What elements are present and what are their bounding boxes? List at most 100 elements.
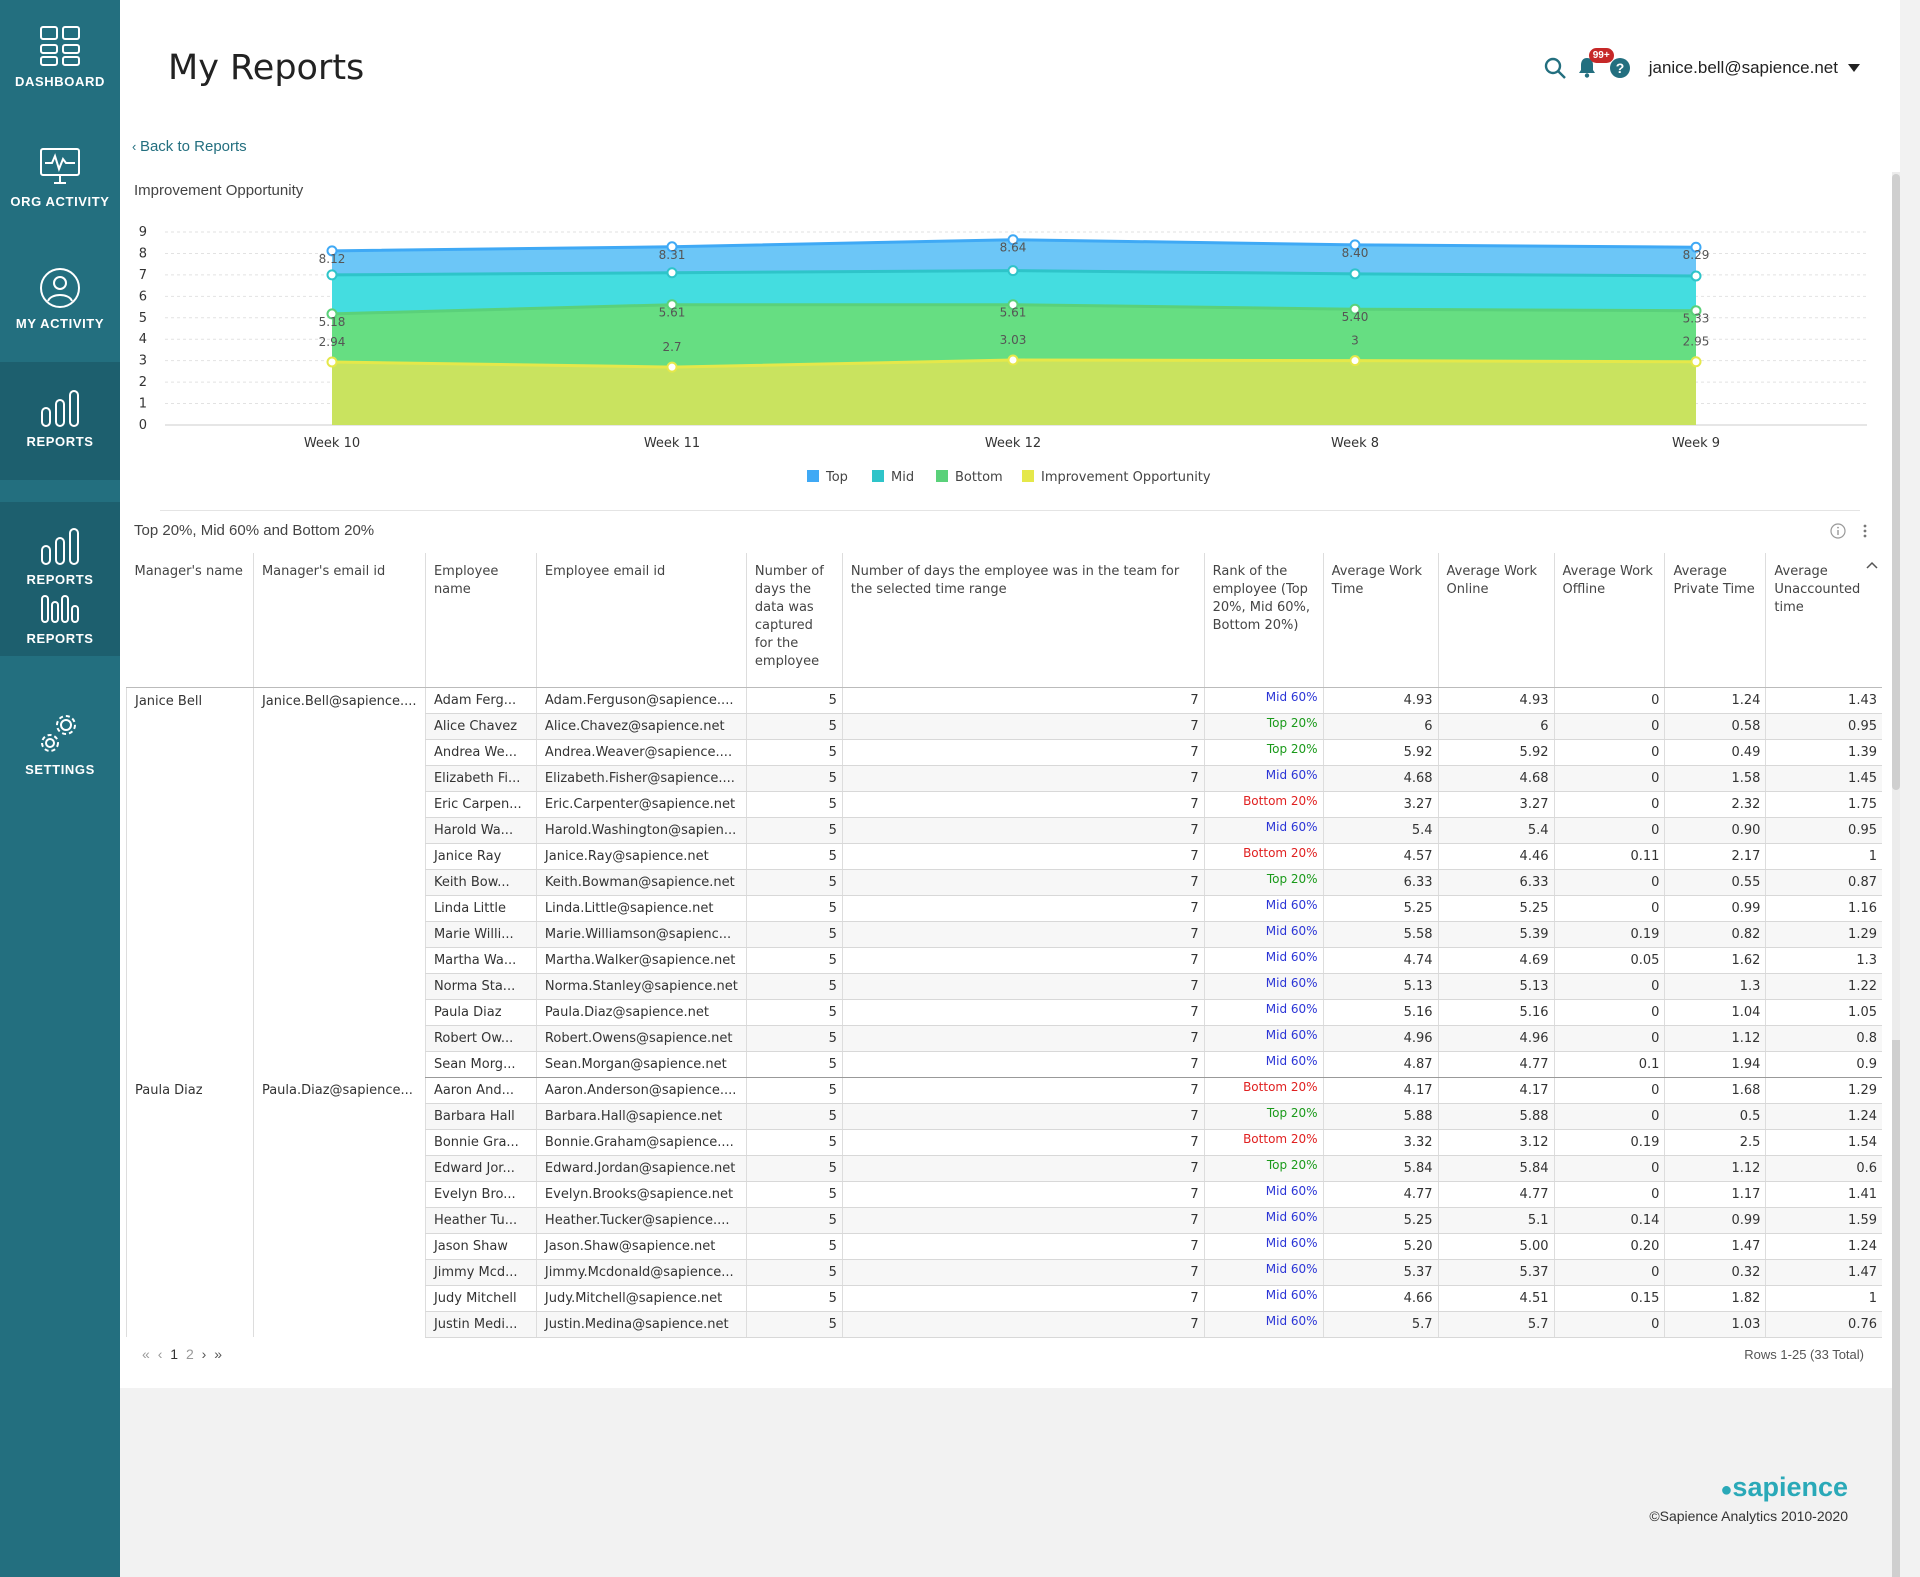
- col-days-in-team[interactable]: Number of days the employee was in the t…: [841, 553, 1205, 688]
- next-page-button[interactable]: ›: [201, 1346, 209, 1362]
- cell-rank: Top 20%: [1203, 869, 1324, 896]
- cell-days-captured: 5: [745, 791, 843, 818]
- table-row[interactable]: Janice Ray Janice.Ray@sapience.net 5 7 Botto…: [127, 843, 1882, 870]
- legend-item[interactable]: Mid: [872, 470, 914, 485]
- table-row[interactable]: Martha Wa... Martha.Walker@sapience.net 5 7…: [127, 947, 1882, 974]
- table-row[interactable]: Elizabeth Fi... Elizabeth.Fisher@sapience…: [127, 765, 1882, 792]
- rank-label: Mid 60%: [1265, 1184, 1318, 1198]
- notifications[interactable]: 99+: [1577, 48, 1614, 80]
- info-icon[interactable]: [1830, 523, 1846, 539]
- cell-avg-unaccounted-time: 1.24: [1765, 1103, 1882, 1130]
- cell-rank: Top 20%: [1203, 739, 1324, 766]
- data-point: [1349, 355, 1361, 367]
- cell-days-in-team: 7: [841, 713, 1205, 740]
- data-label: 3: [1351, 334, 1359, 348]
- nav-settings[interactable]: SETTINGS: [0, 712, 120, 808]
- table-row[interactable]: Eric Carpen... Eric.Carpenter@sapience.ne…: [127, 791, 1882, 818]
- legend-label: Mid: [891, 470, 914, 485]
- cell-avg-work-online: 4.93: [1437, 687, 1554, 714]
- page-scrollbar-thumb[interactable]: [1892, 174, 1900, 790]
- nav-my-activity[interactable]: MY ACTIVITY: [0, 266, 120, 362]
- cell-employee-name: Eric Carpen...: [424, 791, 537, 818]
- table-row[interactable]: Evelyn Bro... Evelyn.Brooks@sapience.net 5…: [127, 1181, 1882, 1208]
- legend-item[interactable]: Bottom: [936, 470, 1003, 485]
- page-scrollbar-lower[interactable]: [1892, 1040, 1900, 1577]
- col-avg-work-time[interactable]: Average Work Time: [1322, 553, 1439, 688]
- col-days-captured[interactable]: Number of days the data was captured for…: [745, 553, 843, 688]
- table-row[interactable]: Marie Willi... Marie.Williamson@sapienc..…: [127, 921, 1882, 948]
- table-row[interactable]: Andrea We... Andrea.Weaver@sapience.... 5 7…: [127, 739, 1882, 766]
- cell-employee-email: Harold.Washington@sapien...: [535, 817, 747, 844]
- table-row[interactable]: Justin Medi... Justin.Medina@sapience.net…: [127, 1311, 1882, 1338]
- y-tick-label: 6: [139, 289, 147, 304]
- col-avg-work-offline[interactable]: Average Work Offline: [1553, 553, 1665, 688]
- rank-label: Top 20%: [1266, 1158, 1318, 1172]
- cell-avg-work-offline: 0: [1553, 791, 1665, 818]
- cell-avg-work-time: 5.4: [1322, 817, 1439, 844]
- cell-employee-email: Elizabeth.Fisher@sapience....: [535, 765, 747, 792]
- table-row[interactable]: Jason Shaw Jason.Shaw@sapience.net 5 7 Mid 6…: [127, 1233, 1882, 1260]
- nav-org-activity[interactable]: ORG ACTIVITY: [0, 146, 120, 242]
- cell-days-captured: 5: [745, 1103, 843, 1130]
- col-manager-name[interactable]: Manager's name: [126, 553, 254, 688]
- nav-dashboard[interactable]: DASHBOARD: [0, 24, 120, 120]
- table-row[interactable]: Keith Bow... Keith.Bowman@sapience.net 5 7 T…: [127, 869, 1882, 896]
- data-point: [1349, 268, 1361, 280]
- cell-rank: Bottom 20%: [1203, 1077, 1324, 1104]
- col-employee-name[interactable]: Employee name: [424, 553, 537, 688]
- cell-avg-work-online: 5.1: [1437, 1207, 1554, 1234]
- caret-down-icon[interactable]: [1848, 63, 1860, 73]
- sort-up-icon[interactable]: [1866, 561, 1878, 569]
- cell-avg-private-time: 0.99: [1664, 1207, 1766, 1234]
- table-row[interactable]: Harold Wa... Harold.Washington@sapien... 5…: [127, 817, 1882, 844]
- col-manager-email[interactable]: Manager's email id: [252, 553, 426, 688]
- help-icon[interactable]: ?: [1609, 57, 1631, 79]
- table-row[interactable]: Edward Jor... Edward.Jordan@sapience.net 5…: [127, 1155, 1882, 1182]
- back-to-reports-link[interactable]: ‹ Back to Reports: [132, 138, 247, 155]
- page-2-button[interactable]: 2: [185, 1346, 196, 1362]
- col-avg-unaccounted-time[interactable]: Average Unaccounted time: [1765, 553, 1882, 688]
- table-row[interactable]: Janice Bell Janice.Bell@sapience.... Adam …: [126, 687, 1882, 1077]
- table-row[interactable]: Judy Mitchell Judy.Mitchell@sapience.net 5…: [127, 1285, 1882, 1312]
- legend-item[interactable]: Improvement Opportunity: [1022, 470, 1211, 485]
- more-options-icon[interactable]: [1862, 523, 1868, 539]
- table-row[interactable]: Barbara Hall Barbara.Hall@sapience.net 5 7 T…: [127, 1103, 1882, 1130]
- col-rank[interactable]: Rank of the employee (Top 20%, Mid 60%, …: [1203, 553, 1324, 688]
- report-table: Manager's name Manager's email id Employ…: [126, 553, 1882, 1338]
- table-row[interactable]: Paula Diaz Paula.Diaz@sapience.net 5 7 Mid 6…: [127, 999, 1882, 1026]
- cell-avg-work-time: 4.96: [1322, 1025, 1439, 1052]
- table-row[interactable]: Paula Diaz Paula.Diaz@sapience... Aaron An…: [126, 1077, 1882, 1337]
- table-row[interactable]: Sean Morg... Sean.Morgan@sapience.net 5 7 Mi…: [127, 1051, 1882, 1078]
- last-page-button[interactable]: »: [214, 1346, 224, 1362]
- table-row[interactable]: Bonnie Gra... Bonnie.Graham@sapience.... 5…: [127, 1129, 1882, 1156]
- search-icon[interactable]: [1543, 56, 1567, 80]
- table-row[interactable]: Robert Ow... Robert.Owens@sapience.net 5 7 M…: [127, 1025, 1882, 1052]
- col-employee-email[interactable]: Employee email id: [535, 553, 747, 688]
- cell-rank: Mid 60%: [1203, 895, 1324, 922]
- page-1-button[interactable]: 1: [170, 1346, 181, 1362]
- prev-page-button[interactable]: ‹: [157, 1346, 165, 1362]
- nav-reports-submenu[interactable]: REPORTS REPORTS: [0, 502, 120, 656]
- table-row[interactable]: Heather Tu... Heather.Tucker@sapience....…: [127, 1207, 1882, 1234]
- cell-employee-email: Justin.Medina@sapience.net: [535, 1311, 747, 1338]
- col-avg-private-time[interactable]: Average Private Time: [1664, 553, 1766, 688]
- user-menu[interactable]: janice.bell@sapience.net: [1648, 58, 1838, 77]
- cell-avg-work-online: 4.51: [1437, 1285, 1554, 1312]
- table-row[interactable]: Alice Chavez Alice.Chavez@sapience.net 5 7 T…: [127, 713, 1882, 740]
- legend-item[interactable]: Top: [807, 470, 848, 485]
- nav-reports[interactable]: REPORTS: [0, 362, 120, 480]
- cell-avg-private-time: 1.82: [1664, 1285, 1766, 1312]
- cell-avg-work-time: 4.77: [1322, 1181, 1439, 1208]
- legend-label: Improvement Opportunity: [1041, 470, 1211, 485]
- cell-avg-work-time: 6.33: [1322, 869, 1439, 896]
- cell-days-captured: 5: [745, 895, 843, 922]
- first-page-button[interactable]: «: [142, 1346, 152, 1362]
- col-avg-work-online[interactable]: Average Work Online: [1437, 553, 1554, 688]
- cell-avg-private-time: 1.12: [1664, 1025, 1766, 1052]
- data-point: [1007, 234, 1019, 246]
- table-row[interactable]: Jimmy Mcd... Jimmy.Mcdonald@sapience... 5 7…: [127, 1259, 1882, 1286]
- table-row[interactable]: Linda Little Linda.Little@sapience.net 5 7 M…: [127, 895, 1882, 922]
- table-row[interactable]: Norma Sta... Norma.Stanley@sapience.net 5 7…: [127, 973, 1882, 1000]
- user-icon: [40, 268, 80, 308]
- cell-avg-unaccounted-time: 0.6: [1765, 1155, 1882, 1182]
